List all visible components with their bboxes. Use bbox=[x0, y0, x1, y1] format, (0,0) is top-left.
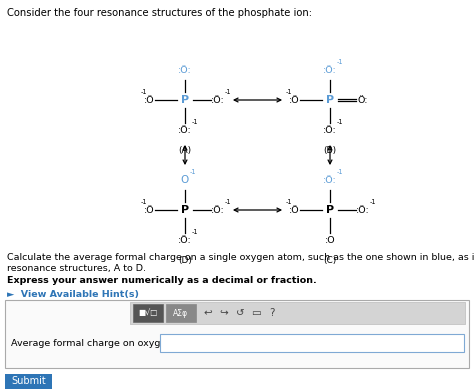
Text: :Ö:: :Ö: bbox=[323, 65, 337, 74]
Bar bbox=[130, 302, 465, 324]
Text: :Ö:: :Ö: bbox=[323, 125, 337, 134]
Text: Ö:: Ö: bbox=[358, 96, 368, 105]
Text: (B): (B) bbox=[323, 146, 337, 155]
Text: :Ö:: :Ö: bbox=[211, 96, 225, 105]
Text: -1: -1 bbox=[141, 199, 147, 205]
Text: :Ö: :Ö bbox=[289, 205, 299, 214]
Text: :Ö:: :Ö: bbox=[211, 205, 225, 214]
Text: -1: -1 bbox=[286, 89, 292, 95]
Text: -1: -1 bbox=[225, 199, 231, 205]
Text: :Ö: :Ö bbox=[144, 96, 155, 105]
Text: (C): (C) bbox=[323, 256, 337, 265]
Text: :O: :O bbox=[325, 236, 335, 245]
Bar bbox=[133, 304, 163, 322]
Bar bbox=[160, 334, 464, 352]
Bar bbox=[5, 374, 52, 389]
Text: (A): (A) bbox=[178, 146, 191, 155]
Text: :Ö: :Ö bbox=[289, 96, 299, 105]
Text: ■√□: ■√□ bbox=[138, 309, 158, 318]
Text: O: O bbox=[181, 175, 189, 185]
Text: -1: -1 bbox=[141, 89, 147, 95]
Text: -1: -1 bbox=[286, 199, 292, 205]
Text: P: P bbox=[181, 95, 189, 105]
Text: ↩: ↩ bbox=[204, 308, 212, 318]
Text: Calculate the average formal charge on a single oxygen atom, such as the one sho: Calculate the average formal charge on a… bbox=[7, 253, 474, 262]
Bar bbox=[5, 300, 469, 368]
Text: -1: -1 bbox=[370, 199, 376, 205]
Text: P: P bbox=[326, 95, 334, 105]
Text: -1: -1 bbox=[190, 169, 197, 175]
Text: P: P bbox=[181, 205, 189, 215]
Text: (D): (D) bbox=[178, 256, 192, 265]
Text: ►  View Available Hint(s): ► View Available Hint(s) bbox=[7, 290, 139, 299]
Text: Consider the four resonance structures of the phosphate ion:: Consider the four resonance structures o… bbox=[7, 8, 312, 18]
Text: resonance structures, A to D.: resonance structures, A to D. bbox=[7, 264, 146, 273]
Text: -1: -1 bbox=[225, 89, 231, 95]
Text: ▭: ▭ bbox=[251, 308, 261, 318]
Text: :Ö: :Ö bbox=[144, 205, 155, 214]
Text: -1: -1 bbox=[337, 119, 344, 125]
Bar bbox=[166, 304, 196, 322]
Text: ΑΣφ: ΑΣφ bbox=[173, 309, 189, 318]
Text: ?: ? bbox=[269, 308, 275, 318]
Text: :Ö:: :Ö: bbox=[178, 125, 192, 134]
Text: :Ö:: :Ö: bbox=[178, 65, 192, 74]
Text: :Ö:: :Ö: bbox=[356, 205, 370, 214]
Text: Submit: Submit bbox=[11, 376, 46, 387]
Text: :Ö:: :Ö: bbox=[178, 236, 192, 245]
Text: Express your answer numerically as a decimal or fraction.: Express your answer numerically as a dec… bbox=[7, 276, 317, 285]
Text: -1: -1 bbox=[337, 59, 344, 65]
Text: ↺: ↺ bbox=[236, 308, 245, 318]
Text: :Ö:: :Ö: bbox=[323, 176, 337, 185]
Text: P: P bbox=[326, 205, 334, 215]
Text: -1: -1 bbox=[337, 169, 344, 175]
Text: -1: -1 bbox=[192, 119, 199, 125]
Text: Average formal charge on oxygen =: Average formal charge on oxygen = bbox=[11, 339, 183, 348]
Text: ↪: ↪ bbox=[219, 308, 228, 318]
Text: -1: -1 bbox=[192, 229, 199, 235]
